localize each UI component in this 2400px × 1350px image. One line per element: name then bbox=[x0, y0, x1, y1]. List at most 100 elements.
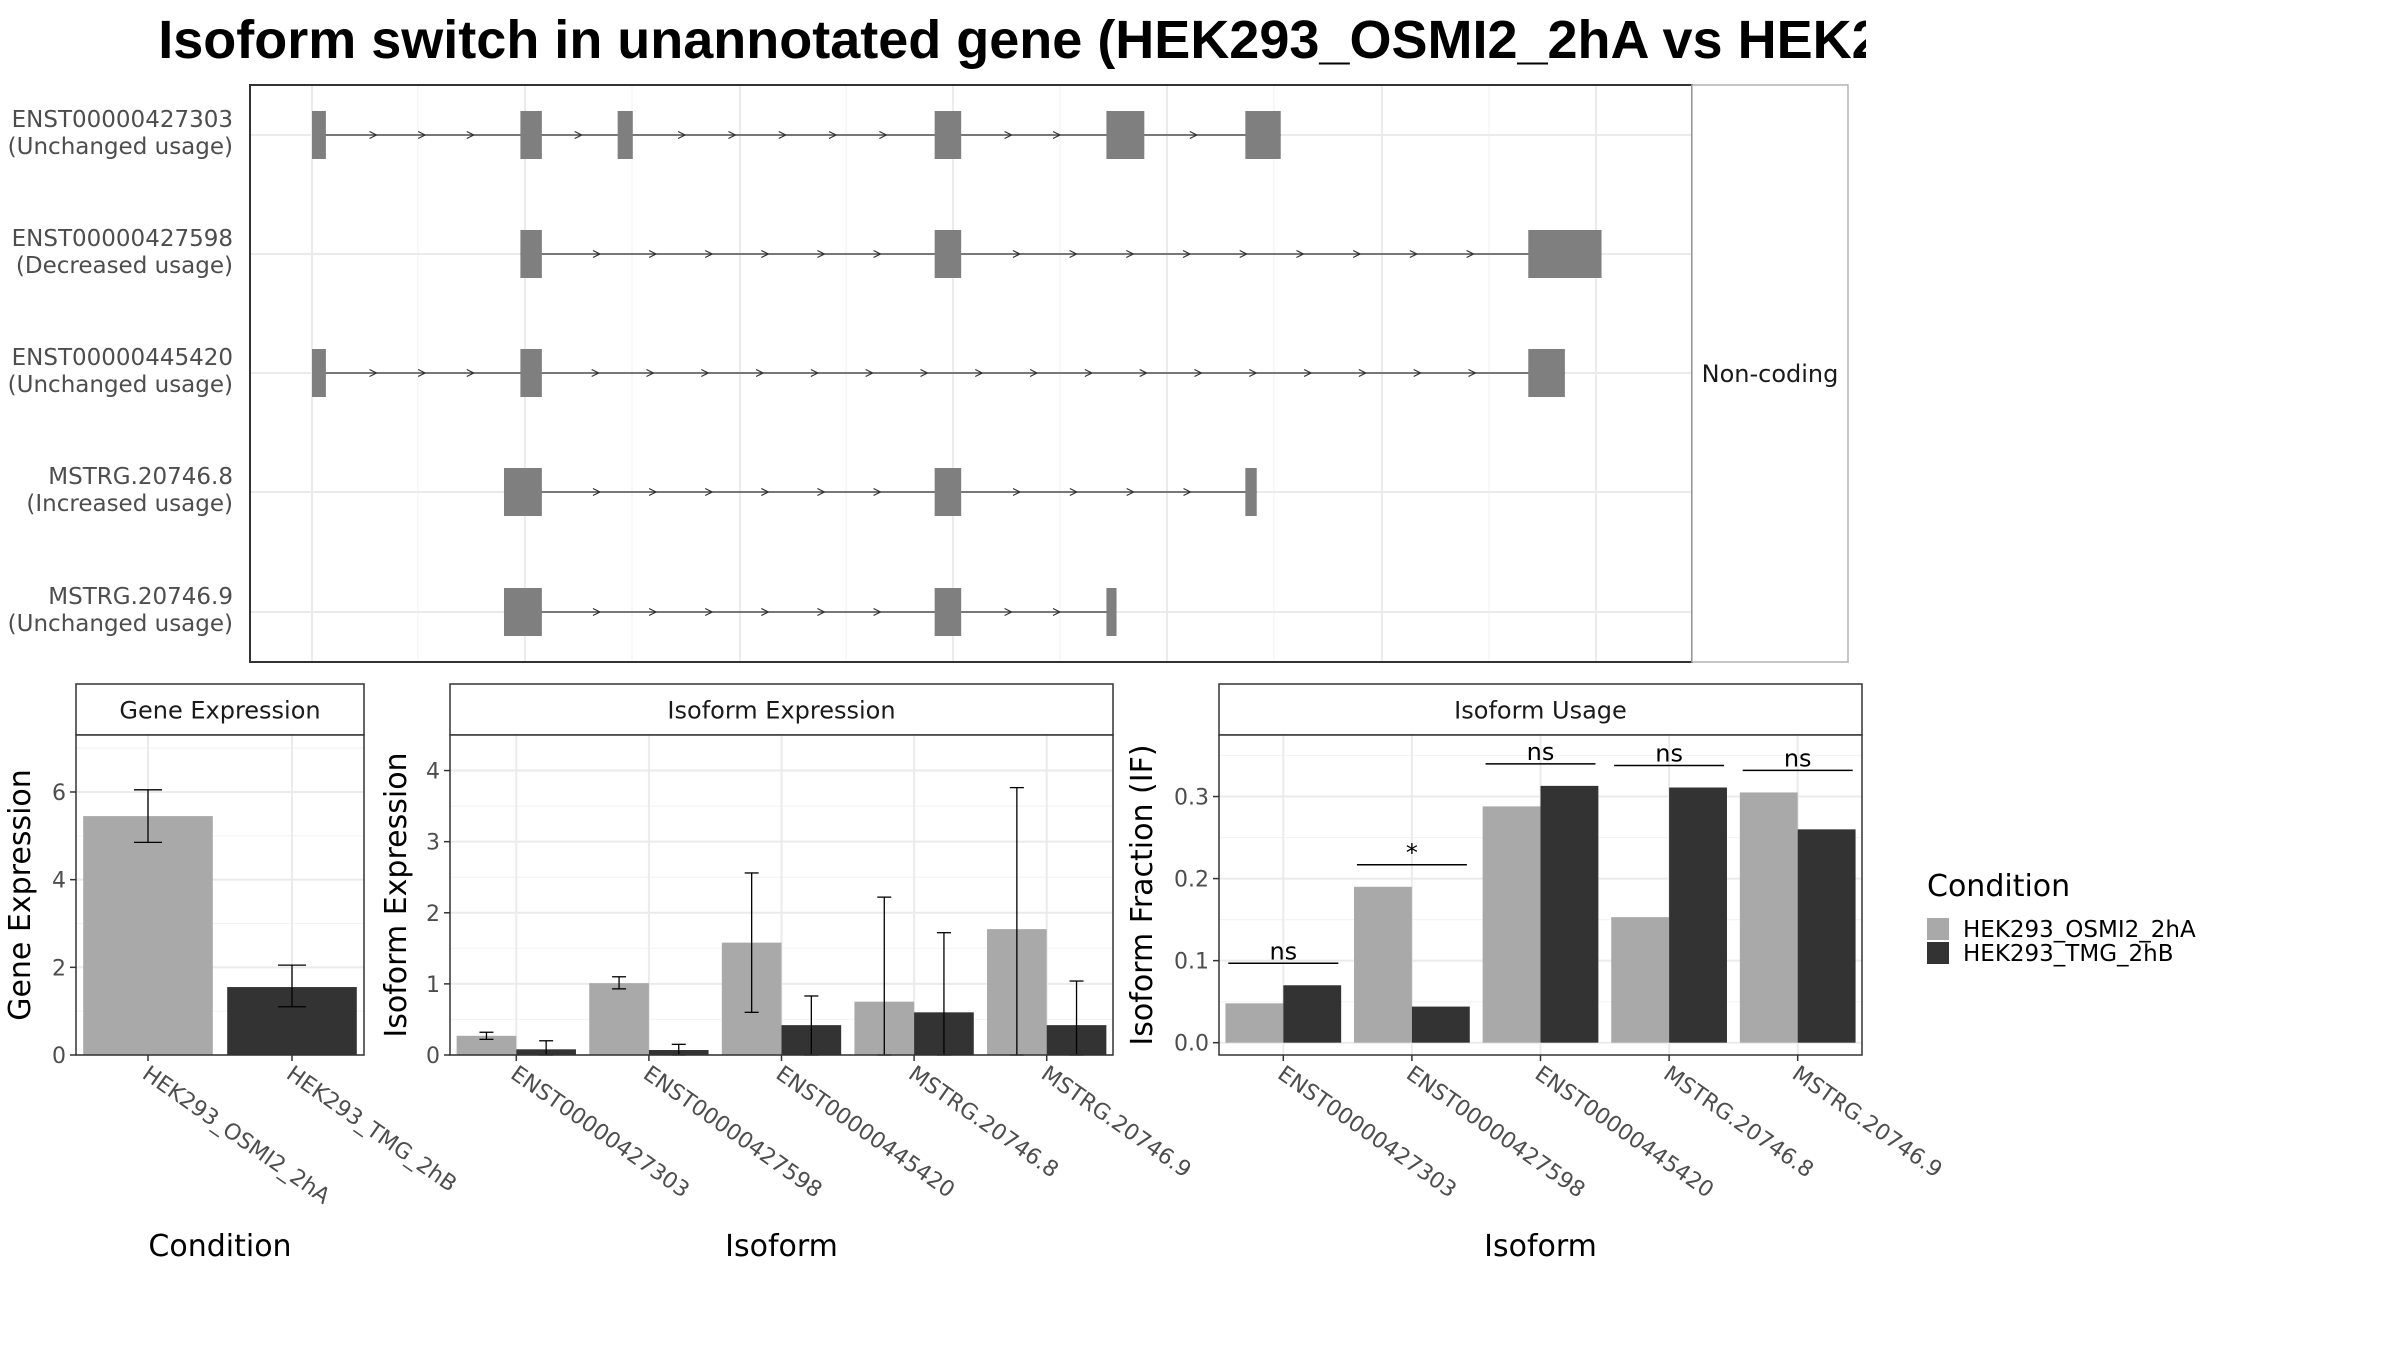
direction-arrow bbox=[1468, 368, 1477, 378]
bar bbox=[1540, 785, 1599, 1043]
y-tick-label: 6 bbox=[52, 781, 66, 806]
direction-arrow bbox=[369, 368, 378, 378]
direction-arrow bbox=[466, 130, 476, 140]
bar bbox=[1482, 806, 1541, 1043]
direction-arrow bbox=[1296, 249, 1305, 259]
direction-arrow bbox=[677, 130, 687, 140]
significance-label: ns bbox=[1784, 744, 1812, 772]
x-axis-title: Condition bbox=[148, 1229, 291, 1264]
transcript-id-label: ENST00000427303 bbox=[12, 107, 233, 133]
exon-block bbox=[312, 349, 326, 397]
transcript-id-label: ENST00000445420 bbox=[12, 345, 233, 371]
direction-arrow bbox=[1069, 487, 1079, 497]
direction-arrow bbox=[1139, 368, 1149, 378]
y-tick-label: 4 bbox=[426, 760, 440, 785]
x-axis-title: Isoform bbox=[1484, 1229, 1597, 1264]
transcript-track: ENST00000427598(Decreased usage) bbox=[12, 226, 1602, 279]
direction-arrow bbox=[1466, 249, 1475, 259]
transcript-track: MSTRG.20746.8(Increased usage) bbox=[26, 464, 1257, 517]
legend-entry-label: HEK293_OSMI2_2hA bbox=[1963, 917, 2196, 943]
y-tick-label: 2 bbox=[426, 902, 440, 927]
direction-arrow bbox=[592, 607, 602, 617]
direction-arrow bbox=[828, 130, 838, 140]
panel-strip bbox=[449, 683, 1114, 736]
direction-arrow bbox=[1052, 130, 1062, 140]
direction-arrow bbox=[591, 368, 601, 378]
direction-arrow bbox=[1239, 249, 1249, 259]
x-axis-title: Isoform bbox=[725, 1229, 838, 1264]
panel-strip bbox=[1218, 683, 1863, 736]
y-tick-label: 2 bbox=[52, 956, 66, 981]
y-tick-label: 0.2 bbox=[1174, 868, 1209, 893]
direction-arrow bbox=[417, 130, 427, 140]
direction-arrow bbox=[1413, 368, 1423, 378]
exon-block bbox=[503, 588, 542, 636]
direction-arrow bbox=[1084, 368, 1094, 378]
direction-arrow bbox=[761, 607, 770, 617]
bar bbox=[1797, 829, 1856, 1043]
direction-arrow bbox=[1052, 607, 1062, 617]
direction-arrow bbox=[1352, 249, 1362, 259]
bar bbox=[1611, 917, 1670, 1043]
transcript-status-label: (Unchanged usage) bbox=[8, 611, 233, 637]
direction-arrow bbox=[920, 368, 929, 378]
exon-block bbox=[520, 349, 542, 397]
direction-arrow bbox=[873, 487, 882, 497]
direction-arrow bbox=[1004, 607, 1013, 617]
exon-block bbox=[1106, 111, 1145, 159]
y-axis-title: Isoform Fraction (IF) bbox=[1125, 744, 1160, 1045]
exon-block bbox=[520, 111, 542, 159]
exon-block bbox=[934, 230, 962, 278]
direction-arrow bbox=[648, 487, 658, 497]
direction-arrow bbox=[1358, 368, 1368, 378]
direction-arrow bbox=[778, 130, 788, 140]
transcript-id-label: MSTRG.20746.9 bbox=[48, 584, 233, 610]
direction-arrow bbox=[755, 368, 765, 378]
direction-arrow bbox=[1069, 249, 1078, 259]
direction-arrow bbox=[1126, 249, 1135, 259]
direction-arrow bbox=[1303, 368, 1313, 378]
y-tick-label: 1 bbox=[426, 973, 440, 998]
direction-arrow bbox=[879, 130, 888, 140]
bar bbox=[1283, 985, 1342, 1043]
bar bbox=[1739, 792, 1798, 1043]
legend-key bbox=[1927, 918, 1949, 940]
direction-arrow bbox=[648, 607, 658, 617]
y-axis-title: Gene Expression bbox=[3, 769, 38, 1021]
legend-key bbox=[1927, 942, 1949, 964]
transcript-id-label: ENST00000427598 bbox=[12, 226, 233, 252]
transcript-track: MSTRG.20746.9(Unchanged usage) bbox=[8, 584, 1117, 637]
panel-isoform-expression: Isoform Expression01234ENST00000427303EN… bbox=[379, 683, 1195, 1264]
direction-arrow bbox=[1249, 368, 1258, 378]
y-tick-label: 0 bbox=[52, 1044, 66, 1069]
y-tick-label: 0.3 bbox=[1174, 786, 1209, 811]
title-clip-mask bbox=[1866, 0, 2400, 80]
panel-strip-title: Isoform Expression bbox=[667, 697, 895, 725]
direction-arrow bbox=[1183, 487, 1192, 497]
direction-arrow bbox=[1194, 368, 1203, 378]
panel-strip-title: Gene Expression bbox=[119, 697, 320, 725]
direction-arrow bbox=[761, 249, 770, 259]
direction-arrow bbox=[1409, 249, 1419, 259]
direction-arrow bbox=[873, 249, 882, 259]
exon-block bbox=[1528, 349, 1565, 397]
exon-block bbox=[934, 588, 962, 636]
direction-arrow bbox=[574, 130, 584, 140]
direction-arrow bbox=[974, 368, 984, 378]
direction-arrow bbox=[1004, 130, 1013, 140]
panel-strip-title: Isoform Usage bbox=[1454, 697, 1627, 725]
bar bbox=[1669, 787, 1727, 1043]
exon-block bbox=[1528, 230, 1602, 278]
transcript-id-label: MSTRG.20746.8 bbox=[48, 464, 233, 490]
coding-strip bbox=[1691, 84, 1849, 663]
exon-block bbox=[934, 111, 962, 159]
exon-block bbox=[1245, 111, 1281, 159]
legend-entry-label: HEK293_TMG_2hB bbox=[1963, 941, 2174, 967]
direction-arrow bbox=[704, 487, 714, 497]
transcript-track: ENST00000427303(Unchanged usage) bbox=[8, 107, 1281, 160]
direction-arrow bbox=[1029, 368, 1039, 378]
bar bbox=[1354, 886, 1412, 1043]
